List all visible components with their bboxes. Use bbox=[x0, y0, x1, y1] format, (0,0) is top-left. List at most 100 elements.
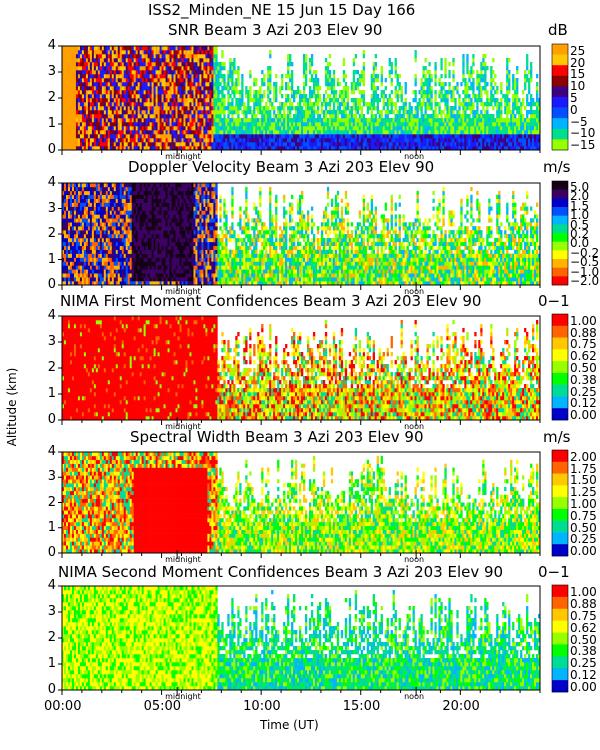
heatmap-cell bbox=[310, 122, 314, 127]
heatmap-cell bbox=[109, 66, 113, 71]
heatmap-cell bbox=[474, 142, 477, 147]
heatmap-cell bbox=[165, 66, 168, 71]
heatmap-cell bbox=[69, 261, 73, 266]
heatmap-cell bbox=[434, 118, 437, 123]
heatmap-cell bbox=[199, 134, 202, 139]
heatmap-cell bbox=[380, 90, 383, 95]
heatmap-cell bbox=[123, 106, 127, 111]
heatmap-cell bbox=[414, 134, 417, 139]
heatmap-cell bbox=[291, 130, 294, 135]
heatmap-cell bbox=[81, 70, 85, 75]
heatmap-cell bbox=[430, 130, 433, 135]
heatmap-cell bbox=[147, 70, 150, 75]
heatmap-cell bbox=[281, 74, 284, 79]
heatmap-cell bbox=[474, 118, 477, 123]
heatmap-cell bbox=[500, 98, 503, 103]
heatmap-cell bbox=[115, 66, 119, 71]
heatmap-cell bbox=[263, 78, 266, 83]
heatmap-cell bbox=[372, 82, 375, 87]
heatmap-cell bbox=[201, 142, 204, 147]
heatmap-cell bbox=[167, 70, 170, 75]
heatmap-cell bbox=[201, 50, 204, 55]
heatmap-cell bbox=[404, 146, 407, 151]
heatmap-cell bbox=[492, 134, 495, 139]
heatmap-cell bbox=[101, 110, 105, 115]
heatmap-cell bbox=[173, 102, 176, 107]
heatmap-cell bbox=[508, 134, 511, 139]
heatmap-cell bbox=[159, 118, 162, 123]
heatmap-cell bbox=[402, 146, 405, 151]
heatmap-cell bbox=[131, 118, 134, 123]
heatmap-cell bbox=[476, 98, 479, 103]
heatmap-cell bbox=[342, 78, 346, 83]
heatmap-cell bbox=[273, 94, 276, 99]
heatmap-cell bbox=[115, 58, 119, 63]
heatmap-cell bbox=[89, 74, 93, 79]
heatmap-cell bbox=[169, 106, 172, 111]
heatmap-cell bbox=[508, 78, 511, 83]
heatmap-cell bbox=[91, 58, 95, 63]
heatmap-cell bbox=[175, 58, 178, 63]
heatmap-cell bbox=[446, 102, 449, 107]
heatmap-cell bbox=[167, 142, 170, 147]
heatmap-cell bbox=[265, 134, 268, 139]
heatmap-cell bbox=[62, 206, 65, 211]
heatmap-cell bbox=[131, 74, 134, 79]
heatmap-cell bbox=[281, 78, 284, 83]
heatmap-cell bbox=[504, 122, 507, 127]
heatmap-cell bbox=[163, 98, 166, 103]
heatmap-cell bbox=[514, 86, 517, 91]
heatmap-cell bbox=[408, 142, 411, 147]
heatmap-cell bbox=[85, 146, 89, 151]
heatmap-cell bbox=[235, 110, 238, 115]
heatmap-cell bbox=[308, 66, 312, 71]
heatmap-cell bbox=[131, 46, 134, 51]
heatmap-cell bbox=[149, 66, 152, 71]
heatmap-cell bbox=[141, 98, 144, 103]
heatmap-cell bbox=[79, 218, 83, 223]
heatmap-cell bbox=[342, 58, 346, 63]
heatmap-cell bbox=[480, 114, 483, 119]
heatmap-cell bbox=[191, 62, 194, 67]
heatmap-cell bbox=[356, 126, 360, 131]
heatmap-cell bbox=[63, 50, 67, 55]
heatmap-cell bbox=[440, 82, 443, 87]
heatmap-cell bbox=[304, 66, 308, 71]
heatmap-cell bbox=[189, 62, 192, 67]
heatmap-cell bbox=[324, 114, 328, 119]
heatmap-cell bbox=[388, 134, 391, 139]
heatmap-cell bbox=[293, 122, 296, 127]
heatmap-cell bbox=[193, 102, 196, 107]
heatmap-cell bbox=[62, 245, 65, 250]
heatmap-cell bbox=[464, 78, 467, 83]
heatmap-cell bbox=[342, 102, 346, 107]
heatmap-cell bbox=[398, 74, 401, 79]
heatmap-cell bbox=[79, 82, 83, 87]
heatmap-cell bbox=[350, 146, 354, 151]
heatmap-cell bbox=[211, 62, 214, 67]
heatmap-cell bbox=[73, 78, 77, 83]
heatmap-cell bbox=[149, 114, 152, 119]
heatmap-cell bbox=[159, 114, 162, 119]
heatmap-cell bbox=[380, 118, 383, 123]
heatmap-cell bbox=[448, 138, 451, 143]
heatmap-cell bbox=[179, 118, 182, 123]
heatmap-cell bbox=[354, 106, 358, 111]
heatmap-cell bbox=[285, 118, 288, 123]
heatmap-cell bbox=[101, 50, 105, 55]
heatmap-cell bbox=[73, 210, 77, 215]
heatmap-cell bbox=[67, 198, 71, 203]
heatmap-cell bbox=[183, 70, 186, 75]
heatmap-cell bbox=[308, 86, 312, 91]
heatmap-cell bbox=[97, 114, 101, 119]
heatmap-cell bbox=[97, 54, 101, 59]
heatmap-cell bbox=[173, 122, 176, 127]
heatmap-cell bbox=[275, 114, 278, 119]
heatmap-cell bbox=[217, 86, 220, 91]
heatmap-cell bbox=[291, 102, 294, 107]
heatmap-cell bbox=[187, 138, 190, 143]
heatmap-cell bbox=[332, 142, 336, 147]
heatmap-cell bbox=[372, 130, 375, 135]
heatmap-cell bbox=[65, 86, 69, 91]
heatmap-cell bbox=[211, 122, 214, 127]
